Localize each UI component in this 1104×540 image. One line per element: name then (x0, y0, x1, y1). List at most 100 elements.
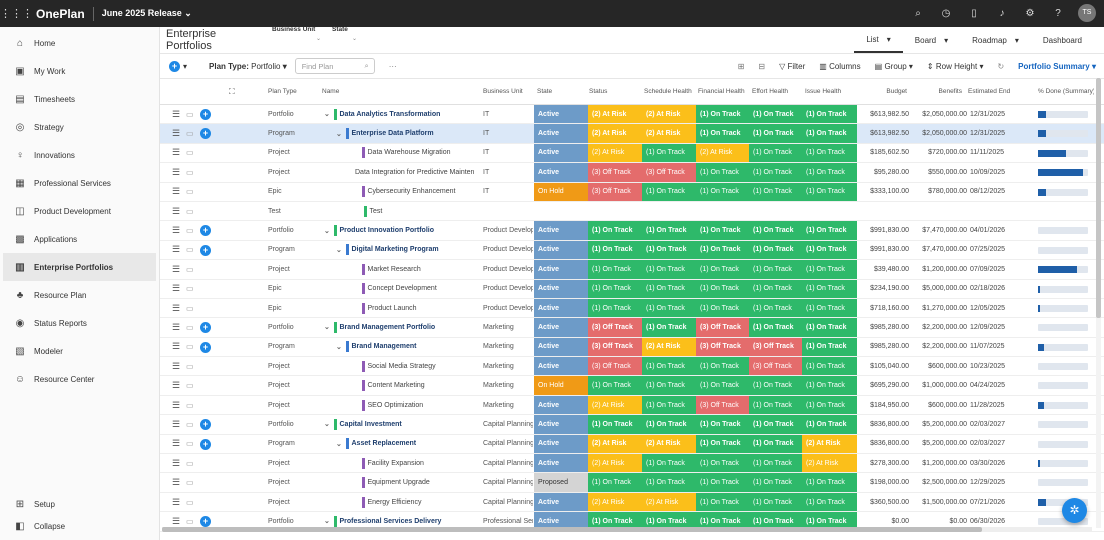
column-header-budget[interactable]: Budget (886, 88, 907, 95)
expand-chevron-icon[interactable]: ⌄ (324, 421, 330, 429)
group-button[interactable]: ▤ Group ▾ (874, 61, 913, 71)
comment-icon[interactable]: ▭ (186, 497, 194, 507)
drag-handle-icon[interactable]: ☰ (172, 186, 181, 197)
caret-down-icon[interactable]: ▾ (183, 61, 188, 71)
sidebar-item-professional-services[interactable]: ▦ Professional Services (3, 169, 156, 197)
bookmark-icon[interactable]: ▯ (971, 8, 977, 19)
name-cell[interactable]: Facility Expansion (348, 454, 474, 472)
name-cell[interactable]: ⌄ Asset Replacement (336, 435, 474, 453)
table-row[interactable]: ☰ ▭ + Portfolio ⌄ Product Innovation Portfoli… (160, 221, 1104, 241)
name-cell[interactable]: ⌄ Professional Services Delivery (324, 512, 474, 530)
comment-icon[interactable]: ▭ (186, 342, 194, 352)
name-cell[interactable]: Cybersecurity Enhancement (348, 183, 474, 201)
comment-icon[interactable]: ▭ (186, 226, 194, 236)
columns-button[interactable]: ▥ Columns (819, 62, 860, 71)
table-row[interactable]: ☰ ▭ + Portfolio ⌄ Capital Investment Capital P… (160, 415, 1104, 435)
expand-chevron-icon[interactable]: ⌄ (336, 343, 342, 351)
comment-icon[interactable]: ▭ (186, 439, 194, 449)
table-row[interactable]: ☰ ▭ Project Energy Efficiency Capital Planni… (160, 492, 1104, 513)
drag-handle-icon[interactable]: ☰ (172, 321, 181, 332)
sidebar-item-setup[interactable]: ⊞ Setup (3, 493, 156, 515)
drag-handle-icon[interactable]: ☰ (172, 418, 181, 429)
name-cell[interactable]: Market Research (348, 260, 474, 278)
table-row[interactable]: ☰ ▭ Epic Product Launch Product DevelopmentA… (160, 298, 1104, 319)
expand-chevron-icon[interactable]: ⌄ (324, 324, 330, 332)
name-cell[interactable]: Test (354, 202, 474, 220)
vertical-scrollbar[interactable] (1096, 78, 1101, 528)
filter-business-unit[interactable]: Business Unit ⌄ (272, 26, 324, 42)
release-selector[interactable]: June 2025 Release ⌄ (102, 8, 192, 19)
expand-icon[interactable]: ⊞ (737, 61, 745, 71)
comment-icon[interactable]: ▭ (186, 187, 194, 197)
help-icon[interactable]: ? (1055, 8, 1061, 19)
sidebar-item-resource-center[interactable]: ☺ Resource Center (3, 365, 156, 393)
comment-icon[interactable]: ▭ (186, 264, 194, 274)
tab-dashboard[interactable]: Dashboard (1031, 27, 1094, 53)
column-header-benefits[interactable]: Benefits (938, 88, 963, 95)
tab-list[interactable]: List ▾ (854, 27, 903, 53)
comment-icon[interactable]: ▭ (186, 478, 194, 488)
table-row[interactable]: ☰ ▭ + Program ⌄ Asset Replacement Capital Plan… (160, 434, 1104, 455)
table-row[interactable]: ☰ ▭ Epic Cybersecurity Enhancement IT On Hold… (160, 182, 1104, 202)
column-header-estimated-end[interactable]: Estimated End (968, 88, 1011, 95)
drag-handle-icon[interactable]: ☰ (172, 263, 181, 274)
name-cell[interactable]: Energy Efficiency (348, 493, 474, 511)
table-row[interactable]: ☰ ▭ + Program ⌄ Brand Management Marketing Acti… (160, 337, 1104, 358)
name-cell[interactable]: ⌄ Product Innovation Portfolio (324, 221, 474, 239)
drag-handle-icon[interactable]: ☰ (172, 283, 181, 294)
collapse-all-icon[interactable]: ⊟ (758, 61, 766, 71)
comment-icon[interactable]: ▭ (186, 148, 194, 158)
assistant-button[interactable]: ✲ (1062, 498, 1087, 523)
expand-chevron-icon[interactable]: ⌄ (324, 111, 330, 119)
comment-icon[interactable]: ▭ (186, 361, 194, 371)
add-icon[interactable]: + (169, 60, 180, 72)
comment-icon[interactable]: ▭ (186, 284, 194, 294)
portfolio-summary-selector[interactable]: Portfolio Summary ▾ (1018, 61, 1096, 71)
app-name[interactable]: OnePlan (36, 6, 85, 21)
drag-handle-icon[interactable]: ☰ (172, 477, 181, 488)
add-child-icon[interactable]: + (200, 516, 211, 528)
drag-handle-icon[interactable]: ☰ (172, 302, 181, 313)
name-cell[interactable]: ⌄ Brand Management Portfolio (324, 318, 474, 336)
table-row[interactable]: ☰ ▭ Test Test (160, 202, 1104, 222)
expand-chevron-icon[interactable]: ⌄ (336, 246, 342, 254)
comment-icon[interactable]: ▭ (186, 109, 194, 119)
drag-handle-icon[interactable]: ☰ (172, 166, 181, 177)
comment-icon[interactable]: ▭ (186, 245, 194, 255)
comment-icon[interactable]: ▭ (186, 516, 194, 526)
drag-handle-icon[interactable]: ☰ (172, 205, 181, 216)
drag-handle-icon[interactable]: ☰ (172, 128, 181, 139)
sidebar-item-resource-plan[interactable]: ♣ Resource Plan (3, 281, 156, 309)
column-header-financial-health[interactable]: Financial Health (698, 88, 745, 95)
hierarchy-icon[interactable]: ⛶ (229, 86, 235, 96)
table-row[interactable]: ☰ ▭ Project Facility Expansion Capital Plann… (160, 454, 1104, 474)
sidebar-item-status-reports[interactable]: ◉ Status Reports (3, 309, 156, 337)
drag-handle-icon[interactable]: ☰ (172, 147, 181, 158)
column-header-issue-health[interactable]: Issue Health (805, 88, 842, 95)
name-cell[interactable]: ⌄ Capital Investment (324, 415, 474, 433)
horizontal-scrollbar[interactable] (162, 527, 1092, 532)
add-child-icon[interactable]: + (200, 419, 211, 431)
drag-handle-icon[interactable]: ☰ (172, 496, 181, 507)
sidebar-item-enterprise-portfolios[interactable]: ▥ Enterprise Portfolios (3, 253, 156, 281)
drag-handle-icon[interactable]: ☰ (172, 438, 181, 449)
add-child-icon[interactable]: + (200, 322, 211, 334)
comment-icon[interactable]: ▭ (186, 419, 194, 429)
sidebar-item-applications[interactable]: ▩ Applications (3, 225, 156, 253)
drag-handle-icon[interactable]: ☰ (172, 515, 181, 526)
sidebar-item-home[interactable]: ⌂ Home (3, 29, 156, 57)
sidebar-item-innovations[interactable]: ♀ Innovations (3, 141, 156, 169)
column-header-plan-type[interactable]: Plan Type (268, 88, 297, 95)
name-cell[interactable]: ⌄ Brand Management (336, 338, 474, 356)
sidebar-item-timesheets[interactable]: ▤ Timesheets (3, 85, 156, 113)
add-child-icon[interactable]: + (200, 109, 211, 120)
comment-icon[interactable]: ▭ (186, 400, 194, 410)
add-child-icon[interactable]: + (200, 128, 211, 140)
table-row[interactable]: ☰ ▭ Project Social Media Strategy Marketing A… (160, 357, 1104, 377)
table-row[interactable]: ☰ ▭ + Portfolio ⌄ Brand Management Portfolio M… (160, 318, 1104, 338)
drag-handle-icon[interactable]: ☰ (172, 341, 181, 352)
sidebar-item-my-work[interactable]: ▣ My Work (3, 57, 156, 85)
name-cell[interactable]: Content Marketing (348, 376, 474, 394)
drag-handle-icon[interactable]: ☰ (172, 380, 181, 391)
table-row[interactable]: ☰ ▭ Project Data Integration for Predictive… (160, 163, 1104, 183)
